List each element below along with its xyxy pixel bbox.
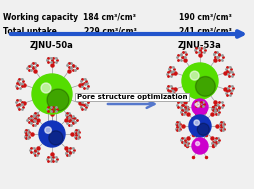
Circle shape [191, 99, 207, 115]
Text: 229 cm³/cm³: 229 cm³/cm³ [83, 26, 136, 36]
Circle shape [39, 121, 65, 147]
Circle shape [195, 142, 199, 146]
Circle shape [45, 127, 51, 133]
Text: 241 cm³/cm³: 241 cm³/cm³ [178, 26, 231, 36]
Text: Pore structure optimization: Pore structure optimization [76, 94, 186, 100]
Text: 184 cm³/cm³: 184 cm³/cm³ [83, 12, 136, 22]
Circle shape [47, 89, 69, 111]
Circle shape [189, 71, 198, 80]
Circle shape [193, 120, 199, 125]
Text: ZJNU-50a: ZJNU-50a [30, 42, 74, 50]
Circle shape [197, 123, 209, 135]
Circle shape [188, 115, 210, 137]
Circle shape [41, 83, 51, 93]
Circle shape [32, 74, 72, 114]
Text: 190 cm³/cm³: 190 cm³/cm³ [178, 12, 231, 22]
Text: Working capacity: Working capacity [3, 12, 78, 22]
Circle shape [195, 103, 199, 107]
Circle shape [49, 131, 63, 145]
Circle shape [195, 77, 214, 96]
Text: ZJNU-53a: ZJNU-53a [178, 42, 221, 50]
Circle shape [181, 63, 217, 99]
Text: Total uptake: Total uptake [3, 26, 57, 36]
Circle shape [191, 138, 207, 154]
